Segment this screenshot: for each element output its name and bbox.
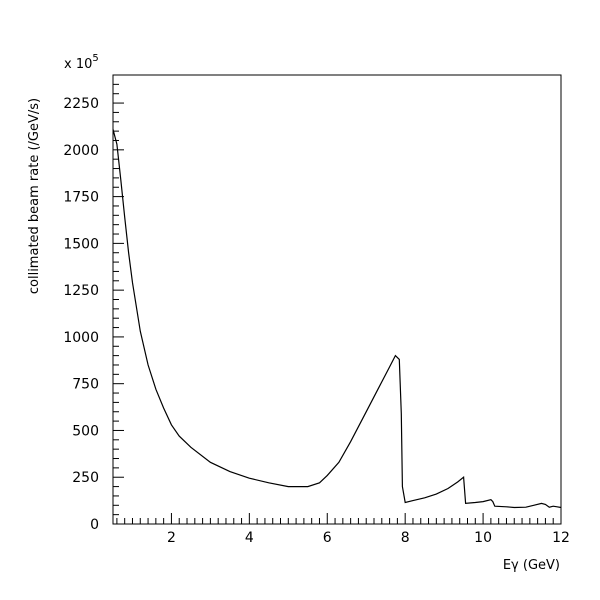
x-axis-ticks: 2 4 6 8 10 12: [116, 513, 570, 546]
x-tick-label: 2: [167, 530, 176, 546]
y-tick-label: 0: [90, 517, 99, 533]
x-axis-label: Eγ (GeV): [503, 558, 560, 573]
y-tick-label: 1500: [63, 236, 99, 252]
x-tick-label: 8: [401, 530, 410, 546]
y-tick-label: 1750: [63, 190, 99, 206]
y-axis-multiplier: x 105: [64, 53, 99, 72]
y-tick-label: 250: [72, 470, 99, 486]
y-axis-ticks: 0 250 500 750 1000 1250 1500 1750 2000 2250: [63, 74, 124, 533]
x-tick-label: 12: [552, 530, 570, 546]
y-tick-label: 750: [72, 377, 99, 393]
y-tick-label: 500: [72, 423, 99, 439]
plot-area: 2 4 6 8 10 12 0 250 500 750 1000 1250 1500 1750 2000 2…: [63, 74, 570, 546]
y-tick-label: 1250: [63, 283, 99, 299]
y-axis-label: collimated beam rate (/GeV/s): [27, 98, 42, 294]
y-tick-label: 2250: [63, 96, 99, 112]
series-line: [112, 129, 562, 509]
y-tick-label: 1000: [63, 330, 99, 346]
x-tick-label: 4: [245, 530, 254, 546]
x-tick-label: 6: [323, 530, 332, 546]
y-tick-label: 2000: [63, 143, 99, 159]
x-tick-label: 10: [474, 530, 492, 546]
